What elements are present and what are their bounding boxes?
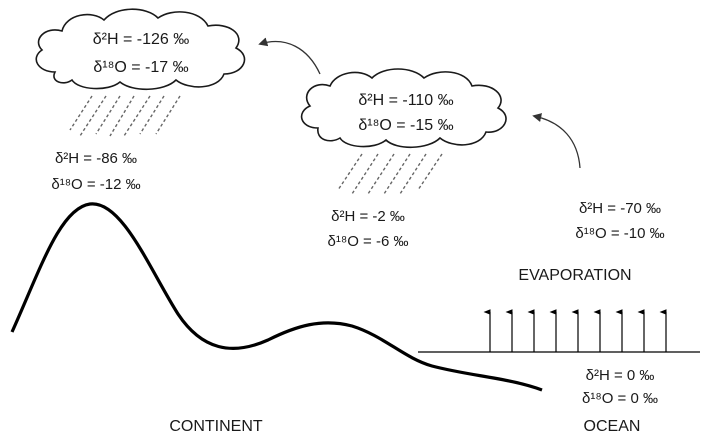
ocean-o18: δ¹⁸O = 0 ‰	[582, 390, 658, 407]
rain-left	[69, 95, 181, 137]
vapor-o18: δ¹⁸O = -10 ‰	[575, 225, 664, 242]
arrow-mid-to-left-cloud	[258, 37, 321, 75]
evaporation-arrows	[483, 309, 667, 352]
vapor-h2: δ²H = -70 ‰	[579, 200, 661, 217]
rain-mid-h2: δ²H = -2 ‰	[331, 208, 405, 225]
cloud-mid-h2: δ²H = -110 ‰	[358, 92, 453, 109]
rain-left-h2: δ²H = -86 ‰	[55, 150, 137, 167]
cloud-mid-o18: δ¹⁸O = -15 ‰	[358, 117, 453, 134]
arrow-vapor-to-mid-cloud	[532, 113, 581, 169]
cloud-left	[35, 8, 246, 91]
ocean-h2: δ²H = 0 ‰	[586, 367, 655, 384]
cloud-left-o18: δ¹⁸O = -17 ‰	[93, 59, 188, 76]
cloud-mid	[300, 68, 507, 149]
ocean-label: OCEAN	[584, 418, 641, 434]
rain-mid-o18: δ¹⁸O = -6 ‰	[328, 233, 409, 250]
continent-terrain	[10, 202, 543, 392]
rain-left-o18: δ¹⁸O = -12 ‰	[51, 176, 140, 193]
rain-mid	[337, 153, 443, 195]
cloud-left-h2: δ²H = -126 ‰	[93, 31, 190, 48]
continent-label: CONTINENT	[169, 418, 263, 434]
evaporation-label: EVAPORATION	[518, 267, 631, 284]
